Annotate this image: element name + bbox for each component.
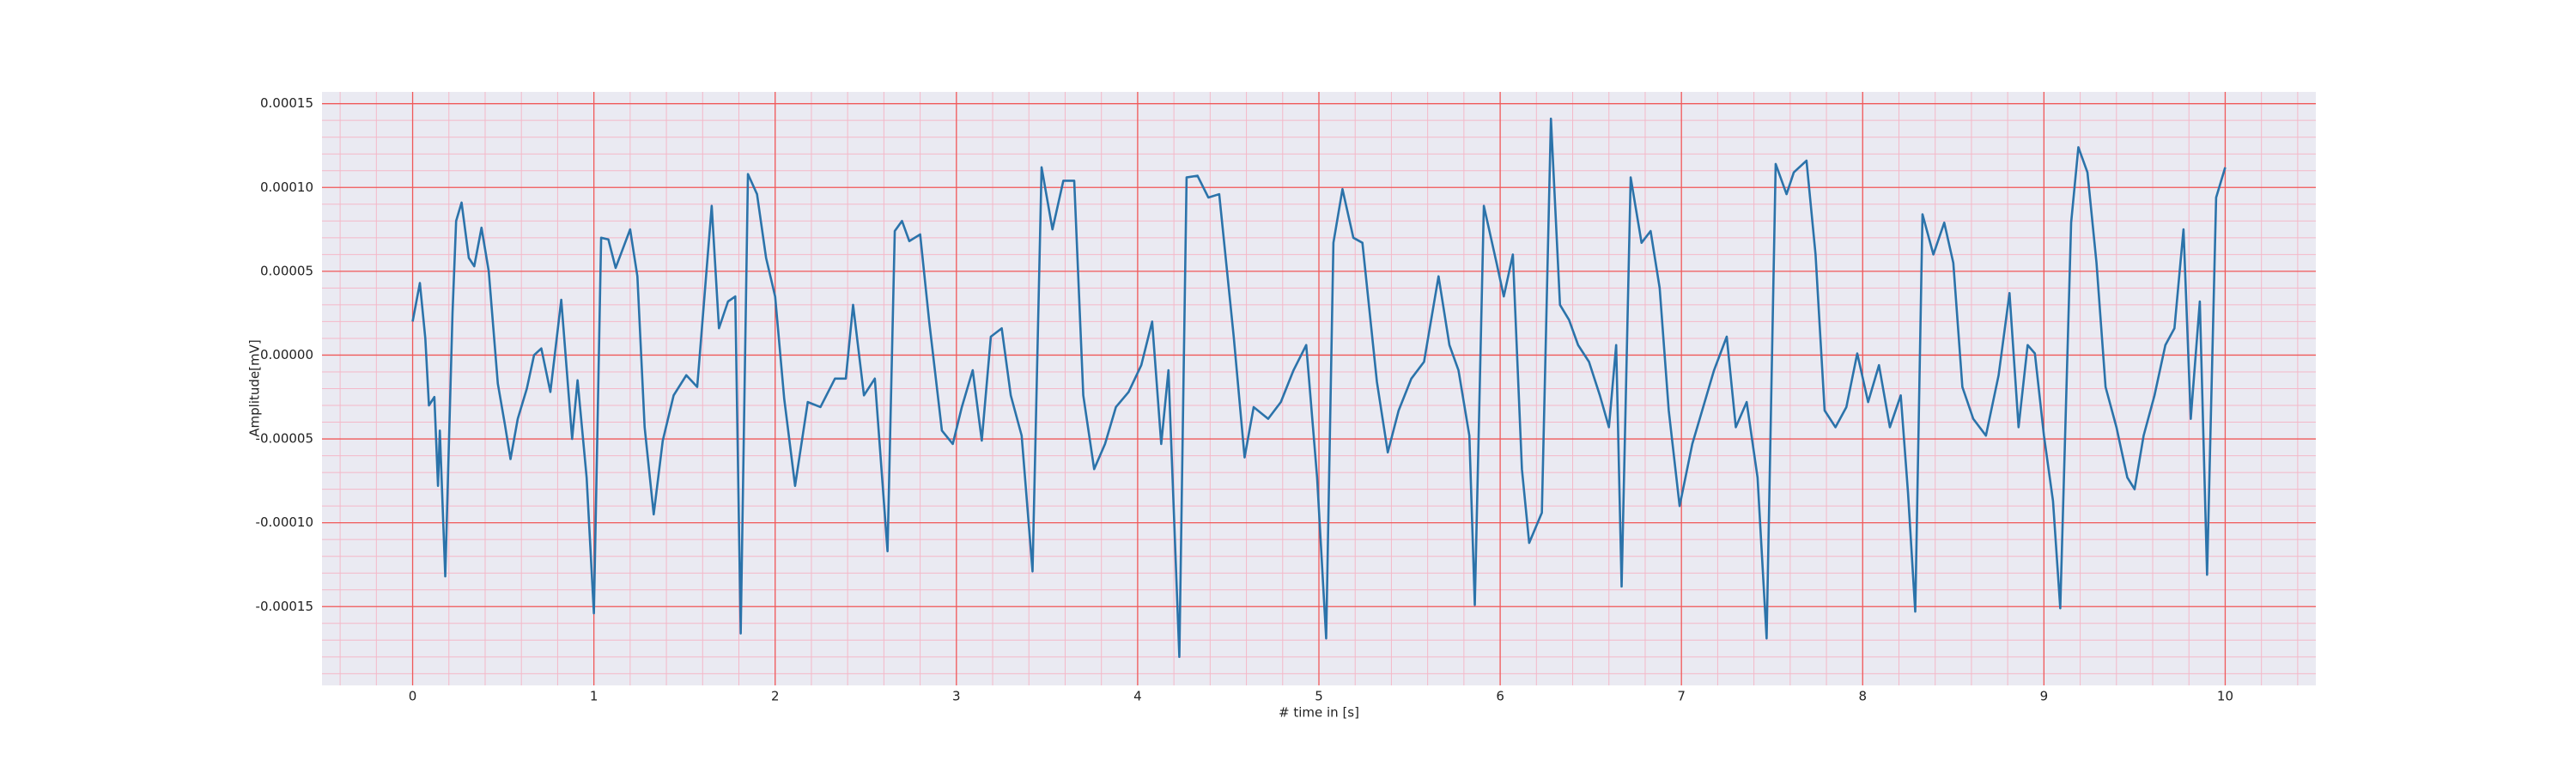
x-tick-label: 4 [1133,689,1142,704]
x-tick-label: 6 [1496,689,1504,704]
signal-line [411,117,2227,659]
y-tick-label: -0.00010 [256,514,313,530]
y-tick-label: -0.00015 [256,599,313,614]
marks [411,117,2227,659]
x-tick-label: 9 [2040,689,2049,704]
x-tick-label: 0 [409,689,417,704]
y-tick-label: 0.00010 [260,180,313,195]
x-axis-label: # time in [s] [1279,705,1359,721]
x-tick-label: 10 [2217,689,2233,704]
x-tick-label: 3 [952,689,961,704]
x-tick-label: 1 [590,689,598,704]
y-tick-label: 0.00015 [260,95,313,111]
x-tick-label: 5 [1315,689,1323,704]
x-tick-label: 7 [1677,689,1686,704]
x-tick-label: 2 [771,689,780,704]
y-axis-label: Amplitude[mV] [247,339,263,436]
y-tick-label: 0.00000 [260,347,313,362]
y-tick-label: 0.00005 [260,263,313,278]
grid [322,92,2316,685]
x-tick-label: 8 [1858,689,1867,704]
y-tick-label: -0.00005 [256,431,313,447]
